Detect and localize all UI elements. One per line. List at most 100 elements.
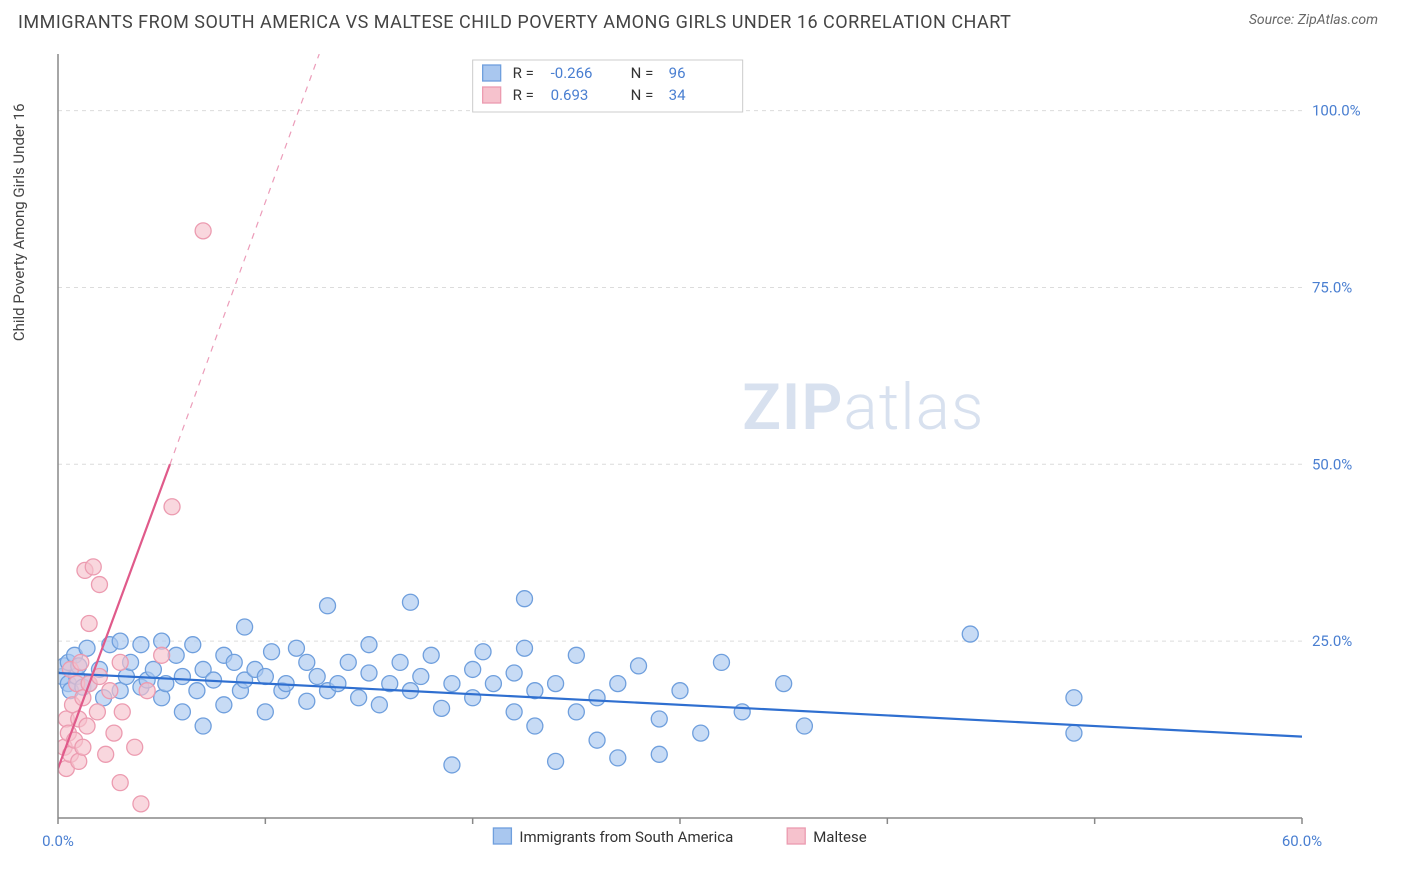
data-point xyxy=(154,690,170,706)
data-point xyxy=(299,693,315,709)
data-point xyxy=(264,644,280,660)
data-point xyxy=(257,704,273,720)
data-point xyxy=(651,746,667,762)
data-point xyxy=(351,690,367,706)
x-tick-label: 60.0% xyxy=(1282,832,1322,850)
legend-r-value: -0.266 xyxy=(551,64,593,82)
data-point xyxy=(1066,690,1082,706)
data-point xyxy=(98,746,114,762)
data-point xyxy=(413,669,429,685)
data-point xyxy=(506,704,522,720)
data-point xyxy=(527,718,543,734)
data-point xyxy=(133,637,149,653)
data-point xyxy=(133,796,149,812)
data-point xyxy=(693,725,709,741)
trend-line-extrapolated xyxy=(170,54,319,464)
data-point xyxy=(548,753,564,769)
data-point xyxy=(796,718,812,734)
data-point xyxy=(361,637,377,653)
data-point xyxy=(174,669,190,685)
data-point xyxy=(589,732,605,748)
data-point xyxy=(185,637,201,653)
data-point xyxy=(610,676,626,692)
data-point xyxy=(589,690,605,706)
data-point xyxy=(517,591,533,607)
data-point xyxy=(475,644,491,660)
y-tick-label: 75.0% xyxy=(1312,278,1352,296)
data-point xyxy=(734,704,750,720)
data-point xyxy=(71,753,87,769)
data-point xyxy=(195,223,211,239)
legend-r-label: R = xyxy=(513,86,534,104)
data-point xyxy=(548,676,564,692)
legend-r-value: 0.693 xyxy=(551,86,589,104)
data-point xyxy=(568,647,584,663)
data-point xyxy=(154,647,170,663)
data-point xyxy=(568,704,584,720)
data-point xyxy=(506,665,522,681)
data-point xyxy=(434,700,450,716)
x-legend-label: Immigrants from South America xyxy=(519,828,733,846)
data-point xyxy=(216,697,232,713)
y-axis-label: Child Poverty Among Girls Under 16 xyxy=(10,103,28,341)
data-point xyxy=(139,683,155,699)
legend-r-label: R = xyxy=(513,64,534,82)
data-point xyxy=(195,718,211,734)
data-point xyxy=(402,594,418,610)
y-tick-label: 50.0% xyxy=(1312,455,1352,473)
x-legend-label: Maltese xyxy=(813,828,867,846)
data-point xyxy=(320,598,336,614)
x-tick-label: 0.0% xyxy=(42,832,74,850)
data-point xyxy=(485,676,501,692)
data-point xyxy=(465,661,481,677)
chart-title: IMMIGRANTS FROM SOUTH AMERICA VS MALTESE… xyxy=(18,12,1011,33)
data-point xyxy=(168,647,184,663)
data-point xyxy=(85,559,101,575)
legend-n-value: 96 xyxy=(669,64,686,82)
data-point xyxy=(127,739,143,755)
data-point xyxy=(776,676,792,692)
data-point xyxy=(340,654,356,670)
data-point xyxy=(713,654,729,670)
data-point xyxy=(631,658,647,674)
y-tick-label: 100.0% xyxy=(1312,102,1361,120)
x-legend-swatch xyxy=(493,828,511,844)
data-point xyxy=(145,661,161,677)
data-point xyxy=(651,711,667,727)
correlation-scatter-chart: 25.0% 50.0% 75.0% 100.0% ZIPatlas 0.0% 60.0% R … xyxy=(18,46,1378,866)
data-point xyxy=(91,577,107,593)
data-point xyxy=(237,619,253,635)
data-point xyxy=(79,718,95,734)
data-point xyxy=(257,669,273,685)
source-attribution: Source: ZipAtlas.com xyxy=(1249,12,1378,28)
data-point xyxy=(81,615,97,631)
data-point xyxy=(102,683,118,699)
y-tick-label: 25.0% xyxy=(1312,632,1352,650)
data-point xyxy=(309,669,325,685)
data-point xyxy=(189,683,205,699)
data-point xyxy=(106,725,122,741)
data-point xyxy=(330,676,346,692)
data-point xyxy=(672,683,688,699)
data-point xyxy=(610,750,626,766)
data-point xyxy=(114,704,130,720)
data-point xyxy=(288,640,304,656)
data-point xyxy=(1066,725,1082,741)
legend-n-value: 34 xyxy=(669,86,686,104)
data-point xyxy=(392,654,408,670)
data-point xyxy=(962,626,978,642)
data-point xyxy=(465,690,481,706)
legend-n-label: N = xyxy=(631,86,654,104)
data-point xyxy=(75,739,91,755)
x-legend-swatch xyxy=(787,828,805,844)
data-point xyxy=(89,704,105,720)
data-point xyxy=(423,647,439,663)
source-link[interactable]: ZipAtlas.com xyxy=(1298,12,1378,28)
legend-swatch xyxy=(483,65,501,81)
legend-swatch xyxy=(483,87,501,103)
data-point xyxy=(226,654,242,670)
trend-line xyxy=(58,464,170,768)
watermark: ZIPatlas xyxy=(742,370,984,445)
data-point xyxy=(371,697,387,713)
data-point xyxy=(517,640,533,656)
